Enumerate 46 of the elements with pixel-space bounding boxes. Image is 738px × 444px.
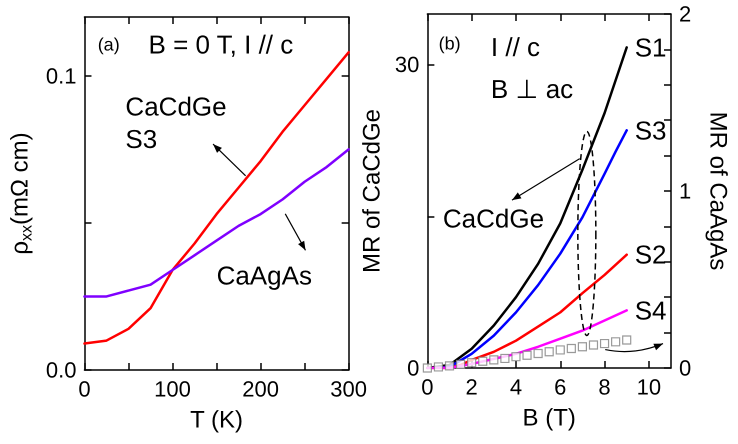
point [456,360,466,370]
x-axis-title: B (T) [522,404,576,432]
y2-tick-label: 0 [679,356,692,380]
y2-tick-label: 1 [679,178,692,204]
annotation: I // c [490,32,540,62]
point [489,355,498,364]
y-axis-title: ρxx(mΩ cm) [6,132,36,255]
x-tick-label: 2 [466,374,478,400]
point [600,338,610,348]
point [511,352,521,362]
x-tick-label: 10 [636,374,662,400]
y2-tick-label: 2 [679,2,692,26]
point [434,362,444,372]
point [588,340,598,350]
point [622,335,632,345]
x-tick-label: 8 [598,374,611,400]
series-label: S4 [634,295,667,326]
y2-axis-title: MR of CaAgAs [704,112,732,270]
x-tick-label: 4 [510,374,522,400]
x-tick-label: 6 [554,374,566,400]
point [478,356,488,366]
annotation: CaCdGe [442,203,544,234]
point [500,354,510,364]
point [522,350,532,360]
legend-label: S1 [634,32,667,62]
point [444,361,454,370]
x-tick-label: 200 [242,376,279,402]
annotation: CaCdGe S3 [125,92,227,154]
y-tick-label: 0.1 [46,63,76,88]
line-series [83,148,350,298]
y-tick-label: 0.0 [46,358,76,382]
y-axis-title: MR of CaCdGe [358,108,386,274]
point [467,358,476,368]
x-tick-label: 300 [330,376,368,402]
annotation: B = 0 T, I // c [148,29,294,60]
series-label: S3 [634,115,667,146]
x-tick-label: 100 [154,376,191,402]
annotation: (b) [438,33,461,54]
annotation: B ⊥ ac [490,74,574,104]
point [534,348,543,358]
series-label: S2 [634,240,667,270]
x-axis-title: T (K) [190,406,244,434]
annotation: (a) [98,34,120,54]
annotation: CaAgAs [216,260,312,290]
point [566,344,576,354]
y-tick-label: 30 [394,52,420,78]
